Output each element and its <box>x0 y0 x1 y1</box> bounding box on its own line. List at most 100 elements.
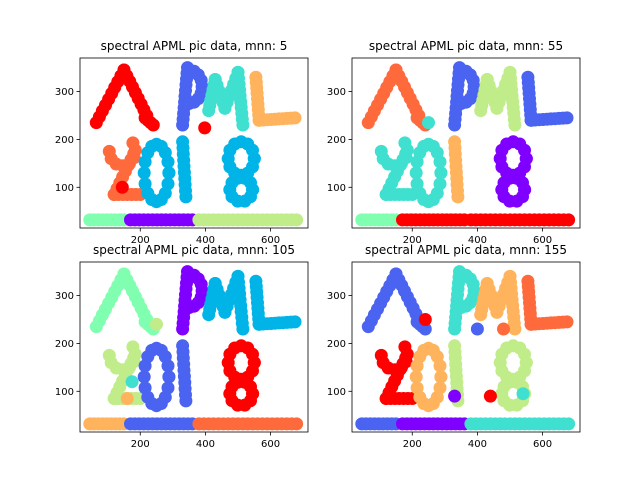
plot-area <box>355 265 576 431</box>
scatter-point <box>162 370 176 384</box>
axes-frame <box>351 261 581 433</box>
x-tick-label: 200 <box>403 235 422 246</box>
y-tick-label: 300 <box>55 87 74 98</box>
x-axis: 200 400 600 <box>131 432 280 450</box>
axes-frame <box>79 57 309 229</box>
x-axis: 200 400 600 <box>403 228 552 246</box>
scatter-point <box>138 155 152 169</box>
scatter-point <box>410 155 424 169</box>
y-axis: 100 200 300 <box>327 291 352 398</box>
scatter-point <box>236 118 250 132</box>
x-tick-label: 400 <box>196 235 215 246</box>
scatter-point <box>422 116 435 130</box>
scatter-point <box>162 166 176 180</box>
scatter-point <box>497 322 510 336</box>
subplot-title: spectral APML pic data, mnn: 5 <box>101 39 288 53</box>
scatter-point <box>519 152 533 166</box>
y-tick-label: 100 <box>327 387 346 398</box>
scatter-point <box>247 152 261 166</box>
scatter-point <box>451 190 465 204</box>
x-tick-label: 200 <box>131 439 150 450</box>
y-axis: 100 200 300 <box>327 87 352 194</box>
subplot-1: spectral APML pic data, mnn: 5 200 400 600… <box>55 39 309 246</box>
y-tick-label: 300 <box>327 87 346 98</box>
scatter-point <box>137 166 151 180</box>
scatter-point <box>483 389 497 403</box>
x-tick-label: 400 <box>196 439 215 450</box>
plot-area <box>83 61 304 227</box>
scatter-point <box>161 381 175 395</box>
subplot-2: spectral APML pic data, mnn: 55 200 400 60… <box>327 39 581 246</box>
scatter-point <box>518 183 532 197</box>
scatter-point <box>290 213 304 227</box>
scatter-point <box>508 322 522 336</box>
scatter-point <box>560 315 574 329</box>
scatter-point <box>418 322 432 336</box>
y-tick-label: 200 <box>327 135 346 146</box>
plot-area <box>355 61 576 227</box>
scatter-point <box>246 387 260 401</box>
y-tick-label: 100 <box>55 387 74 398</box>
scatter-point <box>236 322 250 336</box>
scatter-point <box>454 267 468 281</box>
scatter-point <box>288 315 302 329</box>
scatter-point <box>290 417 304 431</box>
x-tick-label: 200 <box>131 235 150 246</box>
scatter-point <box>562 213 576 227</box>
scatter-point <box>182 267 196 281</box>
scatter-point <box>562 417 576 431</box>
scatter-point <box>508 118 522 132</box>
subplot-title: spectral APML pic data, mnn: 155 <box>365 243 567 257</box>
scatter-point <box>410 359 424 373</box>
scatter-point <box>470 322 484 336</box>
scatter-point <box>247 356 261 370</box>
scatter-point <box>126 136 140 150</box>
scatter-point <box>182 63 196 77</box>
scatter-point <box>179 394 193 408</box>
x-tick-label: 400 <box>468 235 487 246</box>
plot-area <box>83 265 304 431</box>
scatter-point <box>138 359 152 373</box>
scatter-point <box>418 313 432 326</box>
subplot-4: spectral APML pic data, mnn: 155 200 400 6… <box>327 243 581 450</box>
scatter-point <box>454 63 468 77</box>
scatter-point <box>288 111 302 125</box>
y-axis: 100 200 300 <box>55 87 80 194</box>
x-axis: 200 400 600 <box>403 432 552 450</box>
scatter-point <box>146 118 160 132</box>
scatter-point <box>179 190 193 204</box>
scatter-point <box>398 136 412 150</box>
scatter-point <box>433 177 447 191</box>
y-tick-label: 300 <box>327 291 346 302</box>
y-tick-label: 200 <box>55 339 74 350</box>
scatter-point <box>434 370 448 384</box>
x-tick-label: 400 <box>468 439 487 450</box>
subplot-3: spectral APML pic data, mnn: 105 200 400 6… <box>55 243 309 450</box>
x-tick-label: 200 <box>403 439 422 450</box>
scatter-point <box>409 166 423 180</box>
scatter-point <box>560 111 574 125</box>
scatter-point <box>434 166 448 180</box>
x-tick-label: 600 <box>261 439 280 450</box>
y-tick-label: 100 <box>327 183 346 194</box>
x-tick-label: 600 <box>261 235 280 246</box>
scatter-point <box>150 317 163 331</box>
scatter-point <box>409 370 423 384</box>
scatter-point <box>398 340 412 354</box>
scatter-point <box>433 381 447 395</box>
y-tick-label: 100 <box>55 183 74 194</box>
x-axis: 200 400 600 <box>131 228 280 246</box>
y-axis: 100 200 300 <box>55 291 80 398</box>
x-tick-label: 600 <box>533 235 552 246</box>
scatter-point <box>115 180 129 194</box>
scatter-point <box>161 177 175 191</box>
axes-frame <box>351 57 581 229</box>
y-tick-label: 200 <box>55 135 74 146</box>
scatter-point <box>198 121 212 135</box>
scatter-point <box>120 392 134 405</box>
subplot-title: spectral APML pic data, mnn: 105 <box>93 243 295 257</box>
y-tick-label: 200 <box>327 339 346 350</box>
scatter-point <box>126 340 140 354</box>
scatter-point <box>516 387 530 401</box>
